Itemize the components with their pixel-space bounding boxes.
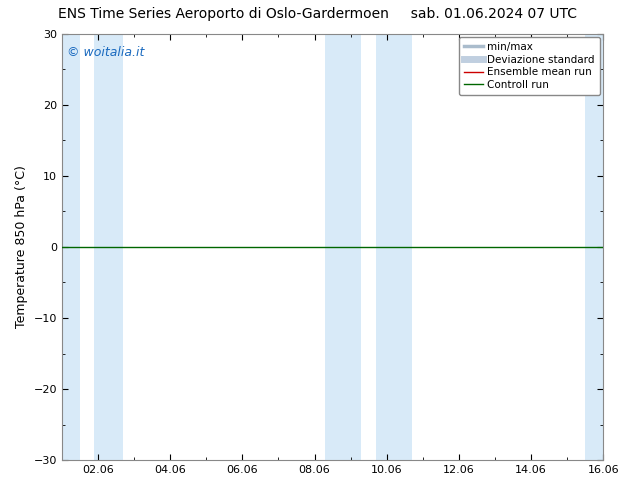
Text: © woitalia.it: © woitalia.it — [67, 47, 145, 59]
Bar — [585, 34, 603, 460]
Bar — [376, 34, 412, 460]
Text: ENS Time Series Aeroporto di Oslo-Gardermoen     sab. 01.06.2024 07 UTC: ENS Time Series Aeroporto di Oslo-Garder… — [58, 7, 576, 22]
Y-axis label: Temperature 850 hPa (°C): Temperature 850 hPa (°C) — [15, 166, 28, 328]
Bar — [325, 34, 361, 460]
Bar — [62, 34, 80, 460]
Bar — [94, 34, 123, 460]
Legend: min/max, Deviazione standard, Ensemble mean run, Controll run: min/max, Deviazione standard, Ensemble m… — [459, 37, 600, 95]
